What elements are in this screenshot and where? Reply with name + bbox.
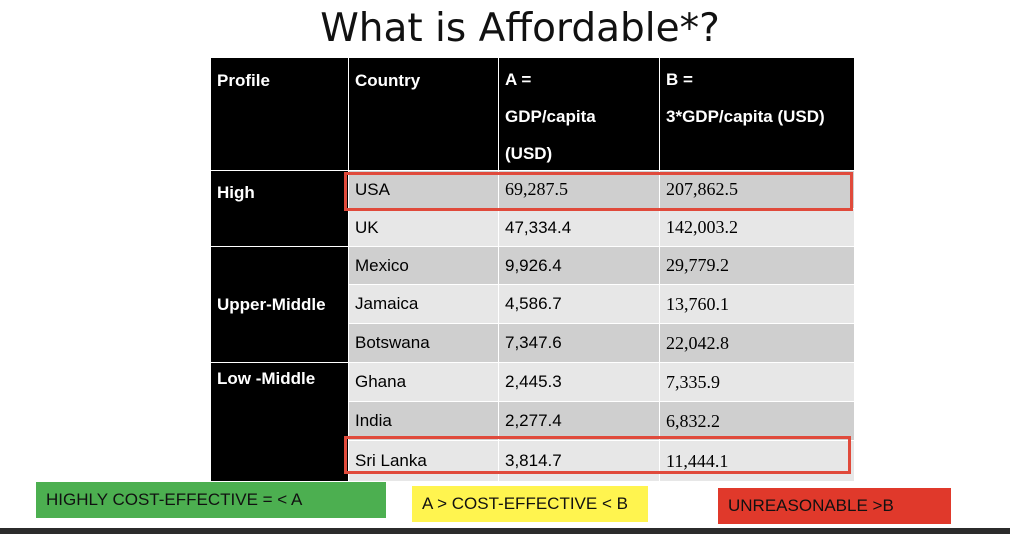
header-a: A = GDP/capita (USD) (499, 58, 659, 170)
country-cell: Jamaica (349, 285, 498, 323)
legend-cost-effective: A > COST-EFFECTIVE < B (412, 486, 648, 522)
threshold-cell: 7,335.9 (660, 363, 854, 401)
gdp-cell: 2,445.3 (499, 363, 659, 401)
threshold-cell: 207,862.5 (660, 171, 854, 208)
legend-unreasonable: UNREASONABLE >B (718, 488, 951, 524)
country-cell: Botswana (349, 324, 498, 362)
header-a-line-1: A = (505, 70, 532, 89)
gdp-cell: 3,814.7 (499, 441, 659, 481)
gdp-cell: 47,334.4 (499, 209, 659, 246)
country-cell: Mexico (349, 247, 498, 284)
page-title: What is Affordable*? (320, 6, 720, 51)
country-cell: USA (349, 171, 498, 208)
profile-upper-middle: Upper-Middle (211, 247, 348, 362)
threshold-cell: 22,042.8 (660, 324, 854, 362)
threshold-cell: 13,760.1 (660, 285, 854, 323)
legend-highly-cost-effective: HIGHLY COST-EFFECTIVE = < A (36, 482, 386, 518)
threshold-cell: 142,003.2 (660, 209, 854, 246)
gdp-cell: 9,926.4 (499, 247, 659, 284)
header-b-line-1: B = (666, 70, 693, 89)
profile-high: High (211, 171, 348, 246)
affordability-table: Profile Country A = GDP/capita (USD) B =… (211, 58, 854, 481)
header-b-line-2: 3*GDP/capita (USD) (666, 107, 825, 126)
threshold-cell: 11,444.1 (660, 441, 854, 481)
country-cell: UK (349, 209, 498, 246)
gdp-cell: 7,347.6 (499, 324, 659, 362)
gdp-cell: 2,277.4 (499, 402, 659, 440)
profile-low-middle: Low -Middle (211, 363, 348, 481)
header-b: B = 3*GDP/capita (USD) (660, 58, 854, 170)
country-cell: Ghana (349, 363, 498, 401)
header-a-line-3: (USD) (505, 144, 553, 163)
header-a-line-2: GDP/capita (505, 107, 596, 126)
country-cell: Sri Lanka (349, 441, 498, 481)
header-profile: Profile (211, 58, 348, 170)
country-cell: India (349, 402, 498, 440)
slide-bottom-edge (0, 528, 1010, 534)
header-country: Country (349, 58, 498, 170)
threshold-cell: 6,832.2 (660, 402, 854, 440)
gdp-cell: 69,287.5 (499, 171, 659, 208)
gdp-cell: 4,586.7 (499, 285, 659, 323)
threshold-cell: 29,779.2 (660, 247, 854, 284)
